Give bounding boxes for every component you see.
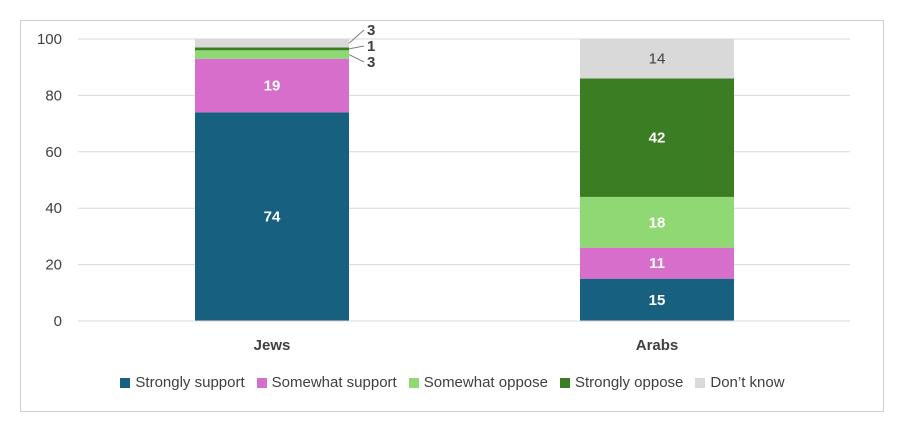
y-tick-label: 20 [45,257,62,274]
legend-swatch [695,377,706,388]
legend-swatch [559,377,570,388]
data-label: 74 [264,209,281,226]
legend-item: Strongly oppose [559,374,684,391]
bar-segment [195,112,349,321]
data-label: 1 [367,38,375,55]
data-label: 18 [649,214,666,231]
legend-label: Somewhat oppose [423,374,548,391]
bar-segment [580,247,734,279]
chart-frame [20,20,884,412]
x-tick-label: Arabs [636,337,679,354]
bar-segment [580,39,734,79]
data-label: 3 [367,22,375,39]
bar-segment [580,78,734,197]
leader-line [348,45,365,50]
legend-item: Don’t know [695,374,785,391]
leader-line [348,54,365,63]
data-label: 19 [264,78,281,95]
data-label: 14 [649,51,666,68]
legend-label: Strongly support [135,374,245,391]
x-tick-label: Jews [254,337,291,354]
y-tick-label: 100 [37,31,62,48]
legend-label: Somewhat support [271,374,397,391]
legend-swatch [120,377,131,388]
y-tick-label: 40 [45,200,62,217]
legend-swatch [408,377,419,388]
y-tick-label: 60 [45,144,62,161]
data-label: 15 [649,292,666,309]
bar-segment [195,58,349,113]
legend: Strongly support Somewhat support Somewhat… [0,374,905,391]
bar-segment [580,278,734,321]
bar-segment [195,47,349,51]
leader-line [348,29,365,44]
data-label: 42 [649,130,666,147]
legend-swatch [256,377,267,388]
y-tick-label: 0 [54,313,62,330]
legend-label: Don’t know [710,374,785,391]
bar-segment [580,196,734,248]
legend-label: Strongly oppose [574,374,684,391]
bar-segment [195,39,349,48]
bar-segment [195,50,349,59]
y-tick-label: 80 [45,87,62,104]
legend-item: Somewhat support [256,374,397,391]
legend-item: Strongly support [120,374,245,391]
legend-item: Somewhat oppose [408,374,548,391]
data-label: 11 [649,255,665,272]
data-label: 3 [367,54,375,71]
